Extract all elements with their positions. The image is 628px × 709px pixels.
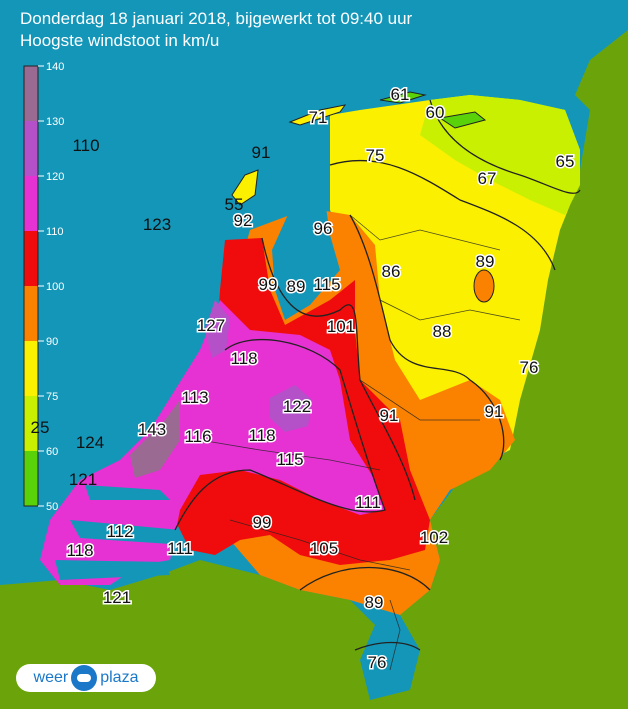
obs-urk-value: 86 <box>382 262 401 281</box>
border-limburg <box>389 599 401 671</box>
obs-deelen-value: 91 <box>380 406 399 425</box>
legend-band-60-75 <box>24 396 38 451</box>
zone-orange-spot <box>473 269 495 303</box>
estuary-2 <box>70 520 185 545</box>
legend-band-90-100 <box>24 286 38 341</box>
zone-magenta <box>40 300 385 585</box>
obs-westdorpe-value: 121 <box>103 588 131 607</box>
land-outside <box>0 30 628 709</box>
obs-groningen-value: 65 <box>556 152 575 171</box>
obs-eindhoven-value: 105 <box>310 539 338 558</box>
obs-sea-south-value: 124 <box>76 433 104 452</box>
isoline-110 <box>174 338 386 531</box>
obs-zeeland-value: 112 <box>106 522 133 541</box>
obs-gilze-rijen-value: 99 <box>253 513 272 532</box>
obs-leeuwarden-value: 75 <box>366 146 385 165</box>
isoline-90-south <box>299 566 431 591</box>
isoline-60 <box>429 99 581 194</box>
legend-tick-75: 75 <box>46 391 58 403</box>
zone-purple-debilt <box>270 385 312 432</box>
logo-text-left: weer <box>33 669 69 686</box>
isolines <box>174 99 581 651</box>
island-schiermonnikoog <box>438 111 487 129</box>
legend-band-50-60 <box>24 451 38 506</box>
obs-volkel-value: 102 <box>420 528 448 547</box>
obs-flevoland-value: 101 <box>327 317 355 336</box>
legend-band-75-90 <box>24 341 38 396</box>
border-rivers <box>199 439 381 471</box>
border-drenthe <box>349 214 501 251</box>
obs-markermeer-value: 89 <box>287 277 306 296</box>
ijsselmeer <box>272 200 340 320</box>
isoline-90 <box>349 214 505 461</box>
obs-woensdrecht-value: 111 <box>167 539 193 558</box>
obs-hupsel-value: 91 <box>485 402 504 421</box>
map-subtitle: Hoogste windstoot in km/u <box>20 31 220 50</box>
obs-rotterdam-value: 116 <box>184 427 211 446</box>
obs-hoorn-value: 89 <box>476 252 495 271</box>
obs-twente-value: 76 <box>520 358 539 377</box>
estuary-3 <box>55 560 170 580</box>
legend-tick-60: 60 <box>46 446 58 458</box>
obs-vlissingen-value: 118 <box>66 541 93 560</box>
legend-tick-90: 90 <box>46 336 58 348</box>
border-brabant <box>229 519 411 571</box>
obs-cabauw-value: 118 <box>248 426 275 445</box>
legend-tick-140: 140 <box>46 61 64 73</box>
obs-schiphol-value: 118 <box>230 349 257 368</box>
isoline-100 <box>261 237 416 501</box>
legend-tick-120: 120 <box>46 171 64 183</box>
obs-sea-edge-value: 25 <box>31 418 50 437</box>
zone-purple-hvh <box>130 400 180 478</box>
obs-arnhem-value: 111 <box>355 493 381 512</box>
obs-sea-west-value: 123 <box>143 215 171 234</box>
estuary-1 <box>85 485 170 500</box>
border-gelderland <box>359 379 480 421</box>
obs-lelystad-value: 115 <box>313 275 340 294</box>
obs-sea-north-value: 110 <box>72 136 99 155</box>
obs-hoek-van-holland-value: 143 <box>138 420 166 439</box>
legend-tick-50: 50 <box>46 501 58 513</box>
island-terschelling <box>288 104 347 126</box>
cloud-icon <box>71 665 98 691</box>
island-texel <box>231 169 259 206</box>
weerplaza-logo: weer plaza <box>16 664 156 692</box>
obs-heino-value: 88 <box>433 322 452 341</box>
legend-tick-130: 130 <box>46 116 64 128</box>
province-borders <box>199 214 521 671</box>
obs-ell-value: 89 <box>365 593 384 612</box>
obs-lauwersoog-value: 60 <box>426 103 445 122</box>
border-overijssel <box>379 299 521 321</box>
legend-band-100-110 <box>24 231 38 286</box>
obs-de-bilt-value: 122 <box>283 397 311 416</box>
island-ameland <box>379 91 427 104</box>
obs-ijmuiden-value: 127 <box>197 316 225 335</box>
zone-purple-coast <box>205 300 230 358</box>
obs-stavoren-value: 96 <box>314 219 333 238</box>
legend-tick-110: 110 <box>46 226 64 238</box>
obs-terschelling-value: 71 <box>309 108 328 127</box>
map-title: Donderdag 18 januari 2018, bijgewerkt to… <box>20 9 413 28</box>
obs-texel-value: 55 <box>225 195 244 214</box>
isoline-75-north <box>329 159 556 271</box>
obs-schiermonnikoog-value: 61 <box>391 85 410 104</box>
obs-den-helder-value: 92 <box>234 211 253 230</box>
legend-tick-100: 100 <box>46 281 64 293</box>
legend-band-130-140 <box>24 66 38 121</box>
legend: 140 130 120 110 100 90 75 60 50 <box>23 61 64 513</box>
legend-band-120-130 <box>24 121 38 176</box>
obs-maastricht-value: 76 <box>368 653 387 672</box>
isoline-75-south <box>354 641 421 651</box>
obs-vlieland-value: 91 <box>252 143 271 162</box>
obs-valkenburg-value: 113 <box>181 388 208 407</box>
obs-drenthe-value: 67 <box>478 169 497 188</box>
obs-goeree-value: 121 <box>69 470 97 489</box>
logo-text-right: plaza <box>100 669 139 686</box>
obs-berkhout-value: 99 <box>259 275 278 294</box>
obs-herwijnen-value: 115 <box>276 450 303 469</box>
legend-band-110-120 <box>24 176 38 231</box>
